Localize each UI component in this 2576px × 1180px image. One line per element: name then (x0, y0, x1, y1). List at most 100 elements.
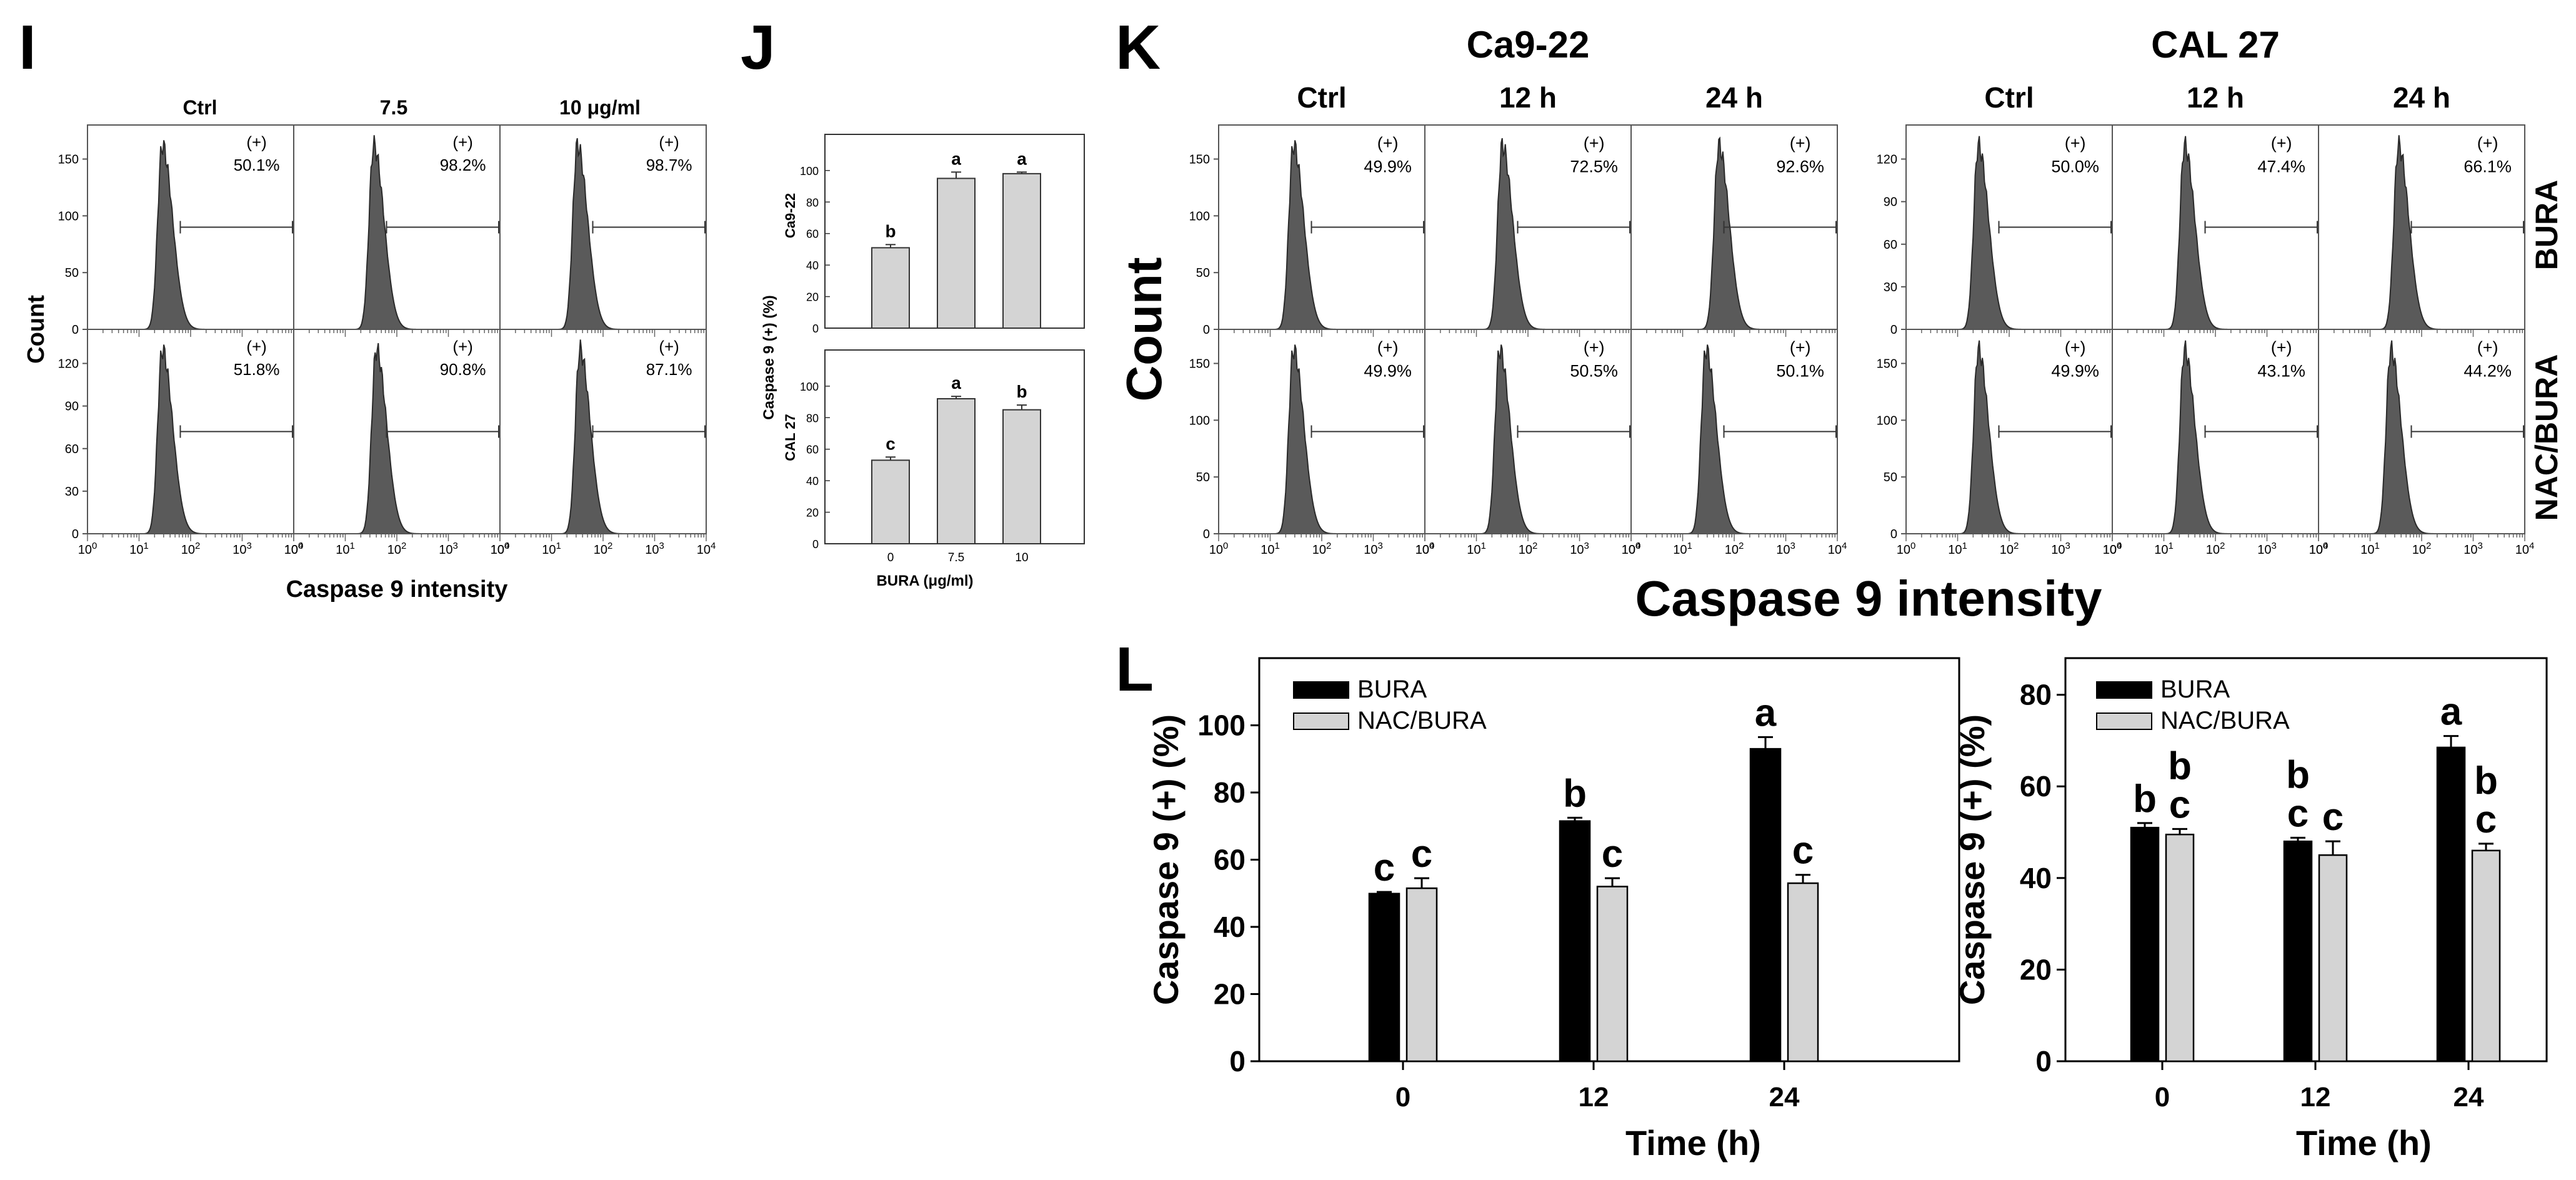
panel-k-ca9-22-marker-label: (+) (1790, 338, 1811, 357)
panel-k-cal27-xtick-label: 102 (2412, 541, 2432, 557)
panel-l-ytick-label: 40 (2020, 862, 2052, 894)
panel-l-letter: c (2322, 796, 2344, 839)
panel-l-ytick-label: 80 (2020, 679, 2052, 711)
panel-k-cal27-histogram (1951, 340, 2034, 534)
panel-i-xtick-label: 100 (491, 541, 510, 557)
panel-i-marker-label: (+) (246, 132, 267, 151)
panel-l-xtick-label: 0 (1395, 1082, 1410, 1112)
panel-k-ca9-22-xtick-label: 100 (1415, 541, 1435, 557)
panel-k-cal27-xtick-labels: 100 101 102 103 104 (1897, 541, 2122, 557)
panel-i-marker-label: (+) (246, 337, 267, 356)
panel-l-ytick-label: 100 (1197, 709, 1246, 742)
panel-i-xtick-labels: 100 101 102 103 104 (78, 541, 304, 557)
panel-i-ytick-label: 150 (58, 153, 79, 167)
panel-k-row-nac-bura: NAC/BURA (2529, 354, 2564, 521)
panel-k-cal27-marker-label: (+) (2271, 338, 2292, 357)
panel-j-ytick-label: 100 (800, 381, 819, 393)
panel-k-ca9-22-ytick-label: 100 (1189, 209, 1210, 223)
panel-j-bar (937, 398, 976, 544)
panel-i-ylabel: Count (23, 295, 49, 364)
panel-i-xtick-label: 100 (284, 541, 304, 557)
panel-j-ytick-label: 80 (806, 196, 819, 209)
panel-label-i: I (19, 12, 36, 82)
panel-l-letter: b (2133, 778, 2157, 821)
panel-l-ytick-label: 0 (1229, 1045, 1246, 1078)
panel-i-column-10: 10 μg/ml (559, 96, 641, 119)
panel-k-ca9-22-xtick-label: 104 (1415, 541, 1435, 557)
panel-k-cal27-percent-label: 50.0% (2051, 158, 2099, 176)
panel-l-xlabel: Time (h) (1625, 1123, 1761, 1162)
panel-k-cal27-ytick-label: 150 (1877, 358, 1897, 371)
panel-i-xtick-labels: 100 101 102 103 104 (491, 541, 716, 557)
panel-k-cal27-ytick-label: 0 (1890, 323, 1897, 337)
panel-k-cal27-xtick-label: 103 (2257, 541, 2277, 557)
panel-k-ca9-22-ytick-label: 0 (1203, 323, 1210, 337)
panel-k-ca9-22-xtick-label: 102 (1725, 541, 1744, 557)
panel-j-xlabel: BURA (μg/ml) (876, 572, 973, 589)
panel-i-xlabel: Caspase 9 intensity (286, 576, 508, 602)
panel-i-column-ctrl: Ctrl (182, 96, 217, 119)
panel-k-cal27-xtick-label: 104 (2309, 541, 2329, 557)
panel-i-histogram (545, 339, 629, 534)
panel-k-cal27-histogram (2157, 136, 2240, 330)
panel-i-ytick-label: 100 (58, 209, 79, 223)
panel-i-xtick-label: 104 (491, 541, 510, 557)
panel-k-histograms: 050100150(+)49.9%(+)72.5%(+)92.6%0501001… (1189, 124, 2535, 557)
panel-l-bar (1405, 887, 1438, 1062)
panel-i-xtick-label: 103 (645, 541, 664, 557)
panel-j-xtick-label: 0 (887, 551, 894, 564)
panel-k-cal27-xtick-label: 101 (2360, 541, 2380, 557)
panel-l-bar (1596, 886, 1629, 1062)
panel-k-cal27-xtick-label: 100 (2309, 541, 2329, 557)
panel-i-histogram (545, 138, 629, 330)
panel-k-ca9-22-ytick-label: 50 (1196, 471, 1210, 484)
panel-k-ca9-22-histogram (1676, 344, 1759, 534)
panel-j-letter: b (885, 221, 896, 241)
panel-i-histogram (132, 140, 216, 330)
panel-k-cal27-xtick-labels: 100 101 102 103 104 (2309, 541, 2535, 557)
panel-j-ytick-label: 0 (812, 322, 819, 335)
panel-k-cal27-xtick-label: 101 (1948, 541, 1967, 557)
panel-k-ca9-22-percent-label: 92.6% (1776, 158, 1824, 176)
panel-i-percent-label: 90.8% (440, 360, 486, 379)
panel-l-ytick-label: 20 (2020, 953, 2052, 986)
panel-j-bars: 0 20 40 60 80 100 b a a 0 20 40 60 80 100 c 0 a 7.5 b 10 (800, 134, 1085, 564)
panel-k-ca9-22-xtick-label: 101 (1467, 541, 1486, 557)
panel-k-ca9-22-marker-label: (+) (1377, 338, 1399, 357)
panel-k-ca9-22-histogram (1470, 138, 1554, 330)
panel-i-percent-label: 98.2% (440, 156, 486, 174)
panel-k-cal27-ytick-label: 30 (1884, 281, 1897, 294)
panel-j-xtick-label: 10 (1015, 551, 1028, 564)
panel-j-bar (1002, 409, 1041, 544)
panel-k-cal27-percent-label: 49.9% (2051, 362, 2099, 381)
panel-l-legend-swatch (2096, 712, 2152, 730)
panel-k-ca9-22-histogram (1676, 136, 1760, 330)
panel-k-group-cal27: CAL 27 (2151, 24, 2280, 66)
panel-i-xtick-label: 103 (232, 541, 252, 557)
panel-k-cal27-marker-label: (+) (2477, 134, 2499, 152)
panel-i-ytick-label: 0 (72, 323, 79, 337)
panel-k-ca9-22-xtick-label: 102 (1312, 541, 1332, 557)
panel-i-ytick-label: 90 (65, 400, 79, 414)
panel-k-ca9-22-xtick-label: 101 (1261, 541, 1280, 557)
panel-k-group-ca9-22: Ca9-22 (1467, 24, 1590, 66)
panel-k-ca9-22-histogram (1264, 344, 1347, 534)
panel-k-ca9-22-percent-label: 50.5% (1570, 362, 1618, 381)
panel-k-column-ctrl-a: Ctrl (1297, 81, 1346, 114)
panel-k-cal27-xtick-label: 100 (2103, 541, 2122, 557)
panel-i-xtick-label: 103 (439, 541, 458, 557)
panel-k-ca9-22-xtick-label: 102 (1519, 541, 1538, 557)
panel-j-ytick-label: 100 (800, 165, 819, 178)
panel-i-xtick-label: 101 (542, 541, 561, 557)
panel-i-xtick-labels: 100 101 102 103 104 (284, 541, 510, 557)
panel-l-letter: c (2475, 798, 2497, 841)
panel-i-percent-label: 98.7% (646, 156, 692, 174)
panel-l-letter: c (1792, 829, 1814, 872)
panel-i-marker-label: (+) (659, 337, 679, 356)
panel-l-letter: a (1755, 691, 1777, 734)
panel-l-letter: c (2169, 783, 2190, 826)
panel-k-ca9-22-percent-label: 50.1% (1776, 362, 1824, 381)
panel-j-bar (871, 247, 910, 329)
panel-i-percent-label: 50.1% (234, 156, 280, 174)
panel-l-xlabel: Time (h) (2296, 1123, 2432, 1162)
